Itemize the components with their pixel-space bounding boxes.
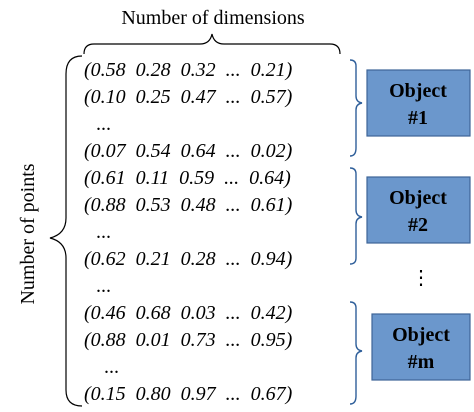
group-brace-1 bbox=[349, 59, 363, 157]
data-row: (0.88 0.53 0.48 ... 0.61) bbox=[84, 194, 293, 216]
data-row: (0.58 0.28 0.32 ... 0.21) bbox=[84, 59, 293, 81]
group-brace-2 bbox=[349, 167, 363, 265]
points-label: Number of points bbox=[17, 163, 39, 304]
row-ellipsis: ... bbox=[96, 275, 111, 297]
object-label: Object bbox=[389, 80, 447, 102]
data-row: (0.62 0.21 0.28 ... 0.94) bbox=[84, 248, 293, 270]
points-brace bbox=[49, 55, 83, 407]
object-label: Object bbox=[389, 187, 447, 209]
group-brace-m bbox=[349, 301, 363, 405]
data-row: (0.88 0.01 0.73 ... 0.95) bbox=[84, 329, 293, 351]
object-box-m: Object #m bbox=[371, 313, 471, 381]
dimensions-label: Number of dimensions bbox=[121, 7, 305, 29]
data-row: (0.15 0.80 0.97 ... 0.67) bbox=[84, 383, 293, 405]
object-number: #m bbox=[408, 351, 435, 373]
data-row: (0.61 0.11 0.59 ... 0.64) bbox=[84, 167, 291, 189]
data-row: (0.10 0.25 0.47 ... 0.57) bbox=[84, 86, 293, 108]
object-box-1: Object #1 bbox=[366, 69, 471, 137]
object-label: Object bbox=[392, 324, 450, 346]
dimensions-brace bbox=[83, 33, 341, 55]
data-row: (0.46 0.68 0.03 ... 0.42) bbox=[84, 302, 293, 324]
row-ellipsis: ... bbox=[96, 221, 111, 243]
object-number: #1 bbox=[408, 107, 428, 129]
object-box-2: Object #2 bbox=[366, 176, 471, 244]
vertical-ellipsis: ⋮ bbox=[411, 267, 431, 289]
data-row: (0.07 0.54 0.64 ... 0.02) bbox=[84, 140, 293, 162]
row-ellipsis: ... bbox=[104, 356, 119, 378]
row-ellipsis: ... bbox=[96, 113, 111, 135]
object-number: #2 bbox=[408, 214, 428, 236]
